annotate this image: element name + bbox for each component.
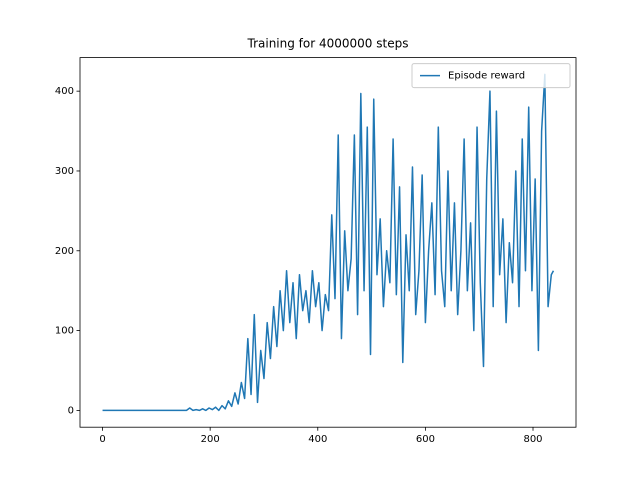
axes-frame [79, 57, 577, 428]
y-tick-label: 200 [55, 246, 74, 257]
y-tick-label: 0 [68, 405, 74, 416]
chart-title: Training for 4000000 steps [247, 37, 409, 51]
x-tick-label: 0 [99, 434, 105, 445]
x-tick-label: 200 [201, 434, 220, 445]
line-series [102, 73, 555, 412]
x-tick-label: 400 [308, 434, 327, 445]
y-tick-label: 100 [55, 326, 74, 337]
legend-box [411, 63, 571, 89]
y-tick-label: 300 [55, 166, 74, 177]
legend-label: Episode reward [448, 71, 525, 82]
x-tick-label: 600 [416, 434, 435, 445]
y-tick-label: 400 [55, 86, 74, 97]
x-tick-label: 800 [523, 434, 542, 445]
